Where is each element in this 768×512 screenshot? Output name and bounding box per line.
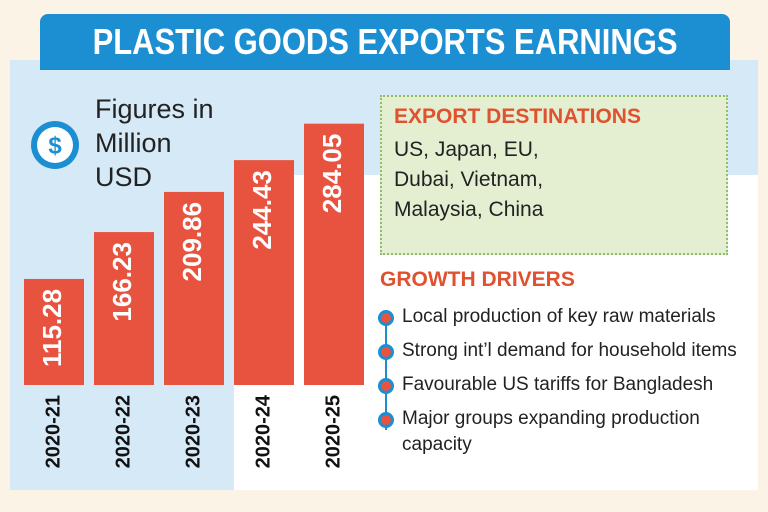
export-heading: EXPORT DESTINATIONS: [394, 105, 641, 128]
bar: [304, 123, 364, 385]
x-tick-label: 2020-21: [42, 395, 64, 468]
value-label: 209.86: [177, 202, 207, 282]
value-label: 244.43: [247, 170, 277, 250]
driver-item: Local production of key raw materials: [378, 304, 738, 330]
chart-title: PLASTIC GOODS EXPORTS EARNINGS: [92, 21, 678, 62]
bar: [94, 232, 154, 385]
title-banner: PLASTIC GOODS EXPORTS EARNINGS: [40, 14, 730, 70]
export-box: EXPORT DESTINATIONS US, Japan, EU, Dubai…: [380, 95, 728, 255]
bar: [234, 160, 294, 385]
x-tick-label: 2020-22: [112, 395, 134, 468]
value-label: 166.23: [107, 242, 137, 322]
x-tick-label: 2020-25: [322, 395, 344, 468]
value-label: 284.05: [317, 134, 347, 214]
dollar-icon: [37, 127, 73, 163]
value-label: 115.28: [37, 289, 67, 367]
driver-item: Favourable US tariffs for Bangladesh: [378, 372, 738, 398]
bar: [164, 191, 224, 385]
drivers-list: Local production of key raw materials Str…: [378, 304, 738, 466]
bars: 115.28 2020-21 166.23 2020-22 209.86 2020-23 2…: [24, 123, 364, 468]
dollar-icon: $: [48, 132, 62, 159]
bar: [24, 278, 84, 385]
x-tick-label: 2020-24: [252, 394, 274, 468]
export-text: US, Japan, EU, Dubai, Vietnam, Malaysia,…: [394, 138, 544, 221]
x-tick-label: 2020-23: [182, 395, 204, 468]
driver-item: Major groups expanding production capaci…: [378, 406, 738, 458]
subtitle: Figures in Million USD: [95, 94, 214, 192]
driver-item: Strong int’l demand for household items: [378, 338, 738, 364]
drivers-heading: GROWTH DRIVERS: [380, 268, 575, 291]
